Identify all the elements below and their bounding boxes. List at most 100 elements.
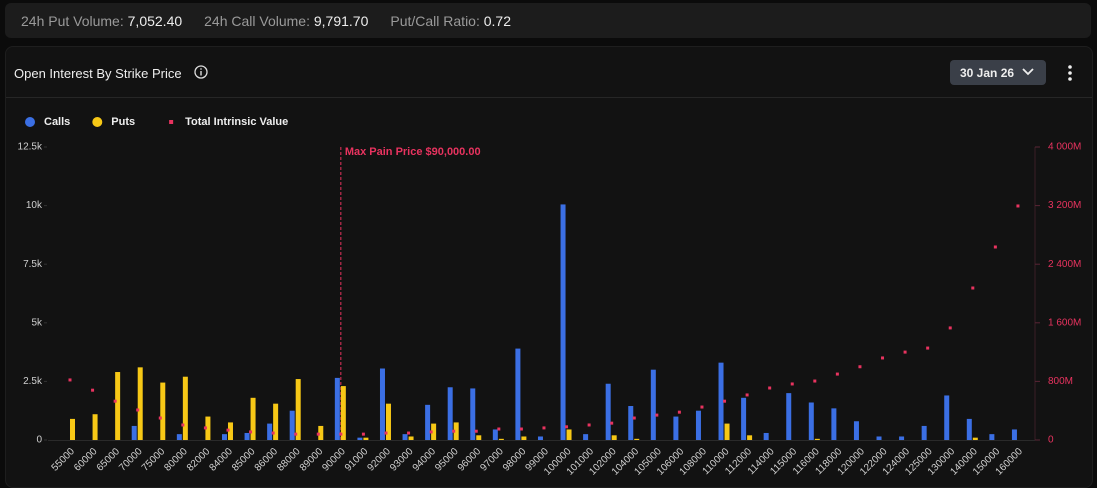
card-title: Open Interest By Strike Price	[14, 66, 182, 81]
bar	[318, 425, 324, 440]
dot	[91, 388, 95, 392]
y2-tick-label: 800M	[1048, 376, 1073, 387]
bar	[408, 436, 414, 440]
stat-value: 9,791.70	[313, 12, 369, 29]
dot	[361, 432, 365, 436]
x-tick-label: 88000	[275, 446, 303, 474]
bar	[92, 414, 98, 440]
bar	[718, 362, 724, 440]
dot	[677, 410, 681, 414]
bar	[724, 423, 730, 440]
x-tick-label: 90000	[320, 446, 348, 474]
bar	[385, 403, 391, 440]
bar	[605, 383, 611, 440]
bar	[695, 410, 701, 440]
divider	[6, 97, 1092, 98]
y2-tick-label: 0	[1048, 435, 1054, 446]
dot	[452, 429, 456, 433]
dot	[158, 416, 162, 420]
dot	[768, 386, 772, 390]
y2-tick-label: 1 600M	[1048, 317, 1081, 328]
dot	[858, 365, 862, 369]
x-tick-label: 89000	[298, 446, 326, 474]
bar	[137, 367, 143, 440]
x-tick-label: 97000	[478, 446, 506, 474]
legend-label: Puts	[111, 116, 135, 128]
bar	[340, 386, 346, 440]
max-pain-label: Max Pain Price $90,000.00	[345, 146, 481, 158]
x-tick-label: 93000	[388, 446, 416, 474]
dot	[993, 245, 997, 249]
bar	[876, 436, 882, 440]
stat: 24h Put Volume: 7,052.40	[21, 13, 182, 29]
menu-icon[interactable]	[1066, 64, 1074, 82]
dot	[271, 431, 275, 435]
dot	[881, 356, 885, 360]
bar	[498, 438, 504, 440]
y-tick-label: 2.5k	[23, 376, 43, 387]
x-tick-label: 94000	[411, 446, 439, 474]
bar	[267, 423, 273, 440]
x-tick-label: 84000	[208, 446, 236, 474]
x-tick-label: 95000	[433, 446, 461, 474]
x-tick-label: 96000	[456, 446, 484, 474]
y-tick-label: 0	[36, 435, 42, 446]
bar	[431, 423, 437, 440]
bar	[453, 422, 459, 440]
dot	[587, 423, 591, 427]
stat-label: 24h Call Volume:	[204, 12, 310, 29]
y2-tick-label: 3 200M	[1048, 200, 1081, 211]
bar	[634, 438, 640, 440]
bar	[1011, 429, 1017, 440]
stat-label: 24h Put Volume:	[21, 12, 124, 29]
bar	[363, 437, 369, 440]
dot	[407, 431, 411, 435]
bar	[521, 436, 527, 440]
bar	[515, 348, 521, 440]
x-tick-label: 98000	[501, 446, 529, 474]
bar	[921, 425, 927, 440]
stat-value: 0.72	[483, 12, 511, 29]
bar	[402, 434, 408, 440]
legend-marker	[169, 120, 174, 124]
dot	[316, 432, 320, 436]
bar	[492, 429, 498, 440]
y-tick-label: 12.5k	[18, 142, 43, 153]
dot	[745, 393, 749, 397]
bar	[944, 395, 950, 440]
x-tick-label: 80000	[162, 446, 190, 474]
dot	[655, 413, 659, 417]
bar	[221, 434, 227, 440]
expiry-dropdown[interactable]: 30 Jan 26	[950, 60, 1046, 85]
bar	[853, 421, 859, 440]
bar	[786, 393, 792, 440]
bar	[747, 435, 753, 440]
chevron	[1022, 68, 1034, 76]
stat-label: Put/Call Ratio:	[390, 12, 480, 29]
dot	[249, 430, 253, 434]
dot	[294, 432, 298, 436]
dot	[835, 372, 839, 376]
dot	[113, 399, 117, 403]
bar	[425, 404, 431, 440]
expiry-label: 30 Jan 26	[960, 65, 1015, 80]
dot	[519, 427, 523, 431]
dot	[203, 426, 207, 430]
legend-label: Calls	[44, 116, 70, 128]
info-icon[interactable]	[194, 65, 208, 79]
bar	[611, 435, 617, 440]
bar	[273, 403, 279, 440]
bar	[476, 435, 482, 440]
y-tick-label: 10k	[26, 200, 43, 211]
bar	[250, 397, 256, 440]
y-tick-label: 5k	[31, 317, 43, 328]
bar	[289, 410, 295, 440]
stat-value: 7,052.40	[127, 12, 183, 29]
legend-marker	[25, 117, 35, 127]
bar	[379, 368, 385, 440]
bar	[447, 387, 453, 440]
bar	[182, 376, 188, 440]
bar	[989, 434, 995, 440]
y2-tick-label: 2 400M	[1048, 259, 1081, 270]
